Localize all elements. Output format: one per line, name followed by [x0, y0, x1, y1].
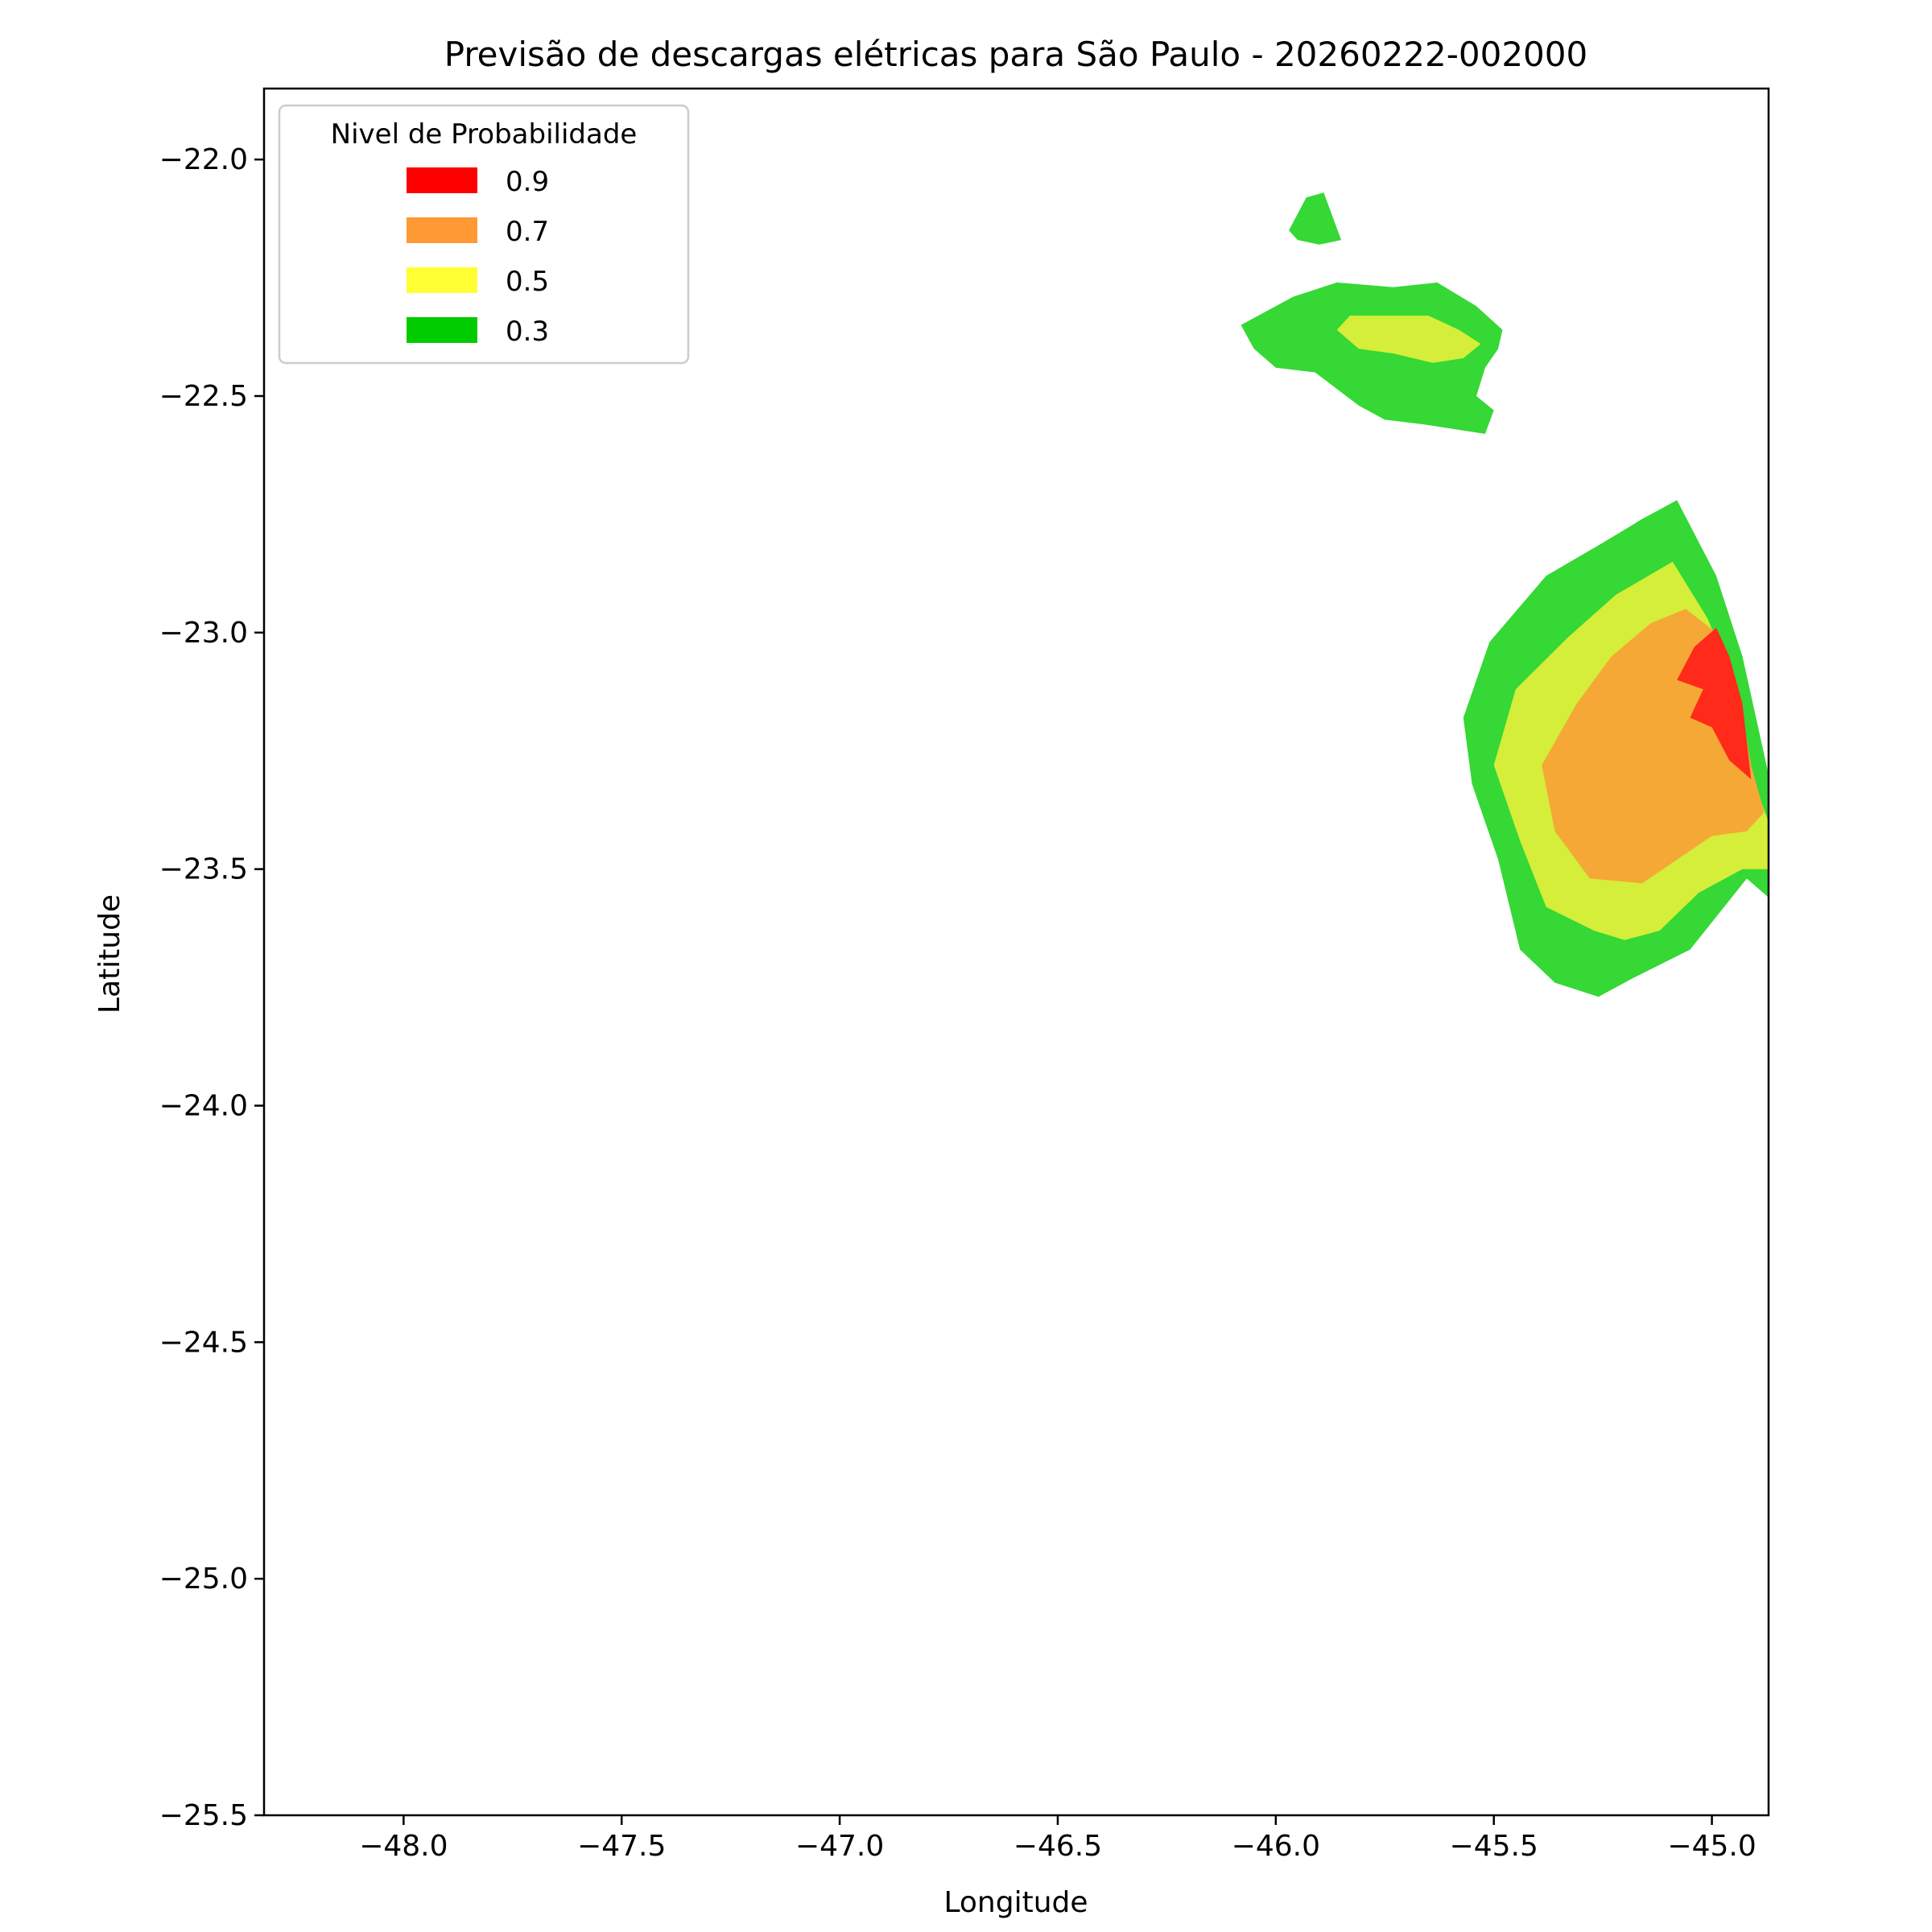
legend-swatch — [407, 267, 477, 293]
x-tick-label: −45.0 — [1667, 1830, 1756, 1863]
legend-swatch — [407, 217, 477, 243]
x-tick-label: −46.0 — [1232, 1830, 1320, 1863]
legend-title: Nivel de Probabilidade — [331, 118, 638, 151]
y-tick-label: −22.0 — [159, 143, 248, 176]
x-tick-label: −47.0 — [795, 1830, 884, 1863]
y-tick-label: −25.5 — [159, 1799, 248, 1832]
contour-region-0-5-2 — [1336, 316, 1481, 363]
plot-regions — [1241, 192, 1769, 997]
legend: Nivel de Probabilidade 0.9 0.7 0.5 0.3 — [278, 104, 690, 365]
y-tick-label: −24.5 — [159, 1326, 248, 1359]
x-tick-label: −48.0 — [359, 1830, 448, 1863]
y-tick-label: −22.5 — [159, 380, 248, 413]
legend-frame — [278, 104, 690, 365]
x-axis-ticks: −48.0 −47.5 −47.0 −46.5 −46.0 −45.5 −45.0 — [359, 1815, 1757, 1863]
legend-label: 0.5 — [506, 266, 549, 298]
legend-entries: 0.9 0.7 0.5 0.3 — [407, 166, 549, 348]
x-tick-label: −46.5 — [1013, 1830, 1102, 1863]
legend-label: 0.7 — [506, 216, 549, 248]
y-axis-ticks: −22.0 −22.5 −23.0 −23.5 −24.0 −24.5 −25.0 −25.5 — [159, 143, 264, 1832]
contour-region-0-9-6 — [1677, 627, 1752, 779]
x-axis-label: Longitude — [943, 1886, 1088, 1919]
plot-frame — [262, 87, 1770, 1817]
chart-title: Previsão de descargas elétricas para São… — [444, 35, 1587, 74]
x-tick-label: −45.5 — [1450, 1830, 1538, 1863]
y-tick-label: −24.0 — [159, 1089, 248, 1122]
x-tick-label: −47.5 — [577, 1830, 666, 1863]
y-axis-label: Latitude — [93, 894, 126, 1013]
y-tick-label: −25.0 — [159, 1563, 248, 1596]
y-tick-label: −23.0 — [159, 617, 248, 650]
legend-label: 0.9 — [506, 166, 549, 198]
y-tick-label: −23.5 — [159, 853, 248, 886]
legend-swatch — [407, 167, 477, 193]
legend-label: 0.3 — [506, 316, 549, 348]
contour-region-0-3-0 — [1289, 192, 1342, 245]
legend-swatch — [407, 317, 477, 343]
